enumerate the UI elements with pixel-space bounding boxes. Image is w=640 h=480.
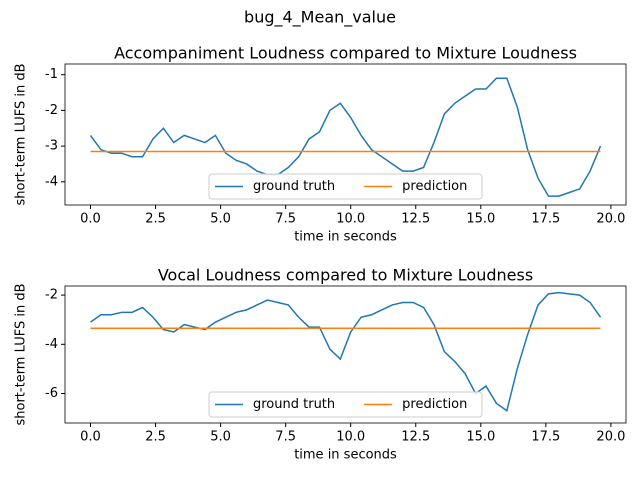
legend-box xyxy=(208,391,483,418)
x-axis-label: time in seconds xyxy=(294,230,397,245)
y-axis-label: short-term LUFS in dB xyxy=(14,283,29,425)
y-tick-label: -6 xyxy=(45,386,58,401)
x-tick-label: 0.0 xyxy=(80,430,101,445)
x-tick-label: 12.5 xyxy=(401,212,430,227)
legend-label: prediction xyxy=(402,179,467,194)
x-tick-label: 10.0 xyxy=(336,430,365,445)
y-tick-label: -4 xyxy=(45,337,58,352)
x-tick-label: 17.5 xyxy=(531,430,560,445)
y-tick-label: -3 xyxy=(45,139,58,154)
line-series xyxy=(89,77,602,197)
chart-title: Vocal Loudness compared to Mixture Loudn… xyxy=(158,266,533,285)
x-tick-label: 17.5 xyxy=(531,212,560,227)
line-series xyxy=(90,291,602,412)
x-tick-label: 10.0 xyxy=(336,212,365,227)
x-tick-label: 15.0 xyxy=(466,430,495,445)
legend-label: prediction xyxy=(402,397,467,412)
y-tick-label: -2 xyxy=(45,103,58,118)
axes-frame xyxy=(64,63,627,206)
x-tick-label: 0.0 xyxy=(80,212,101,227)
figure-title: bug_4_Mean_value xyxy=(244,8,396,28)
y-tick-label: -2 xyxy=(45,288,58,303)
x-axis-label: time in seconds xyxy=(294,448,397,463)
legend: ground truth prediction xyxy=(208,173,483,200)
x-tick-label: 2.5 xyxy=(145,430,166,445)
x-tick-label: 2.5 xyxy=(145,212,166,227)
x-tick-label: 15.0 xyxy=(466,212,495,227)
x-tick-label: 7.5 xyxy=(275,212,296,227)
x-tick-label: 20.0 xyxy=(596,430,625,445)
x-tick-label: 12.5 xyxy=(401,430,430,445)
legend: ground truth prediction xyxy=(208,391,483,418)
y-tick-label: -1 xyxy=(45,67,58,82)
axes-frame xyxy=(64,285,627,424)
chart-title: Accompaniment Loudness compared to Mixtu… xyxy=(114,44,577,63)
y-tick-label: -4 xyxy=(45,174,58,189)
y-axis-label: short-term LUFS in dB xyxy=(14,63,29,205)
x-tick-label: 7.5 xyxy=(275,430,296,445)
x-tick-label: 5.0 xyxy=(210,212,231,227)
x-tick-label: 5.0 xyxy=(210,430,231,445)
legend-label: ground truth xyxy=(253,397,335,412)
legend-label: ground truth xyxy=(253,179,335,194)
legend-box xyxy=(208,173,483,200)
x-tick-label: 20.0 xyxy=(596,212,625,227)
